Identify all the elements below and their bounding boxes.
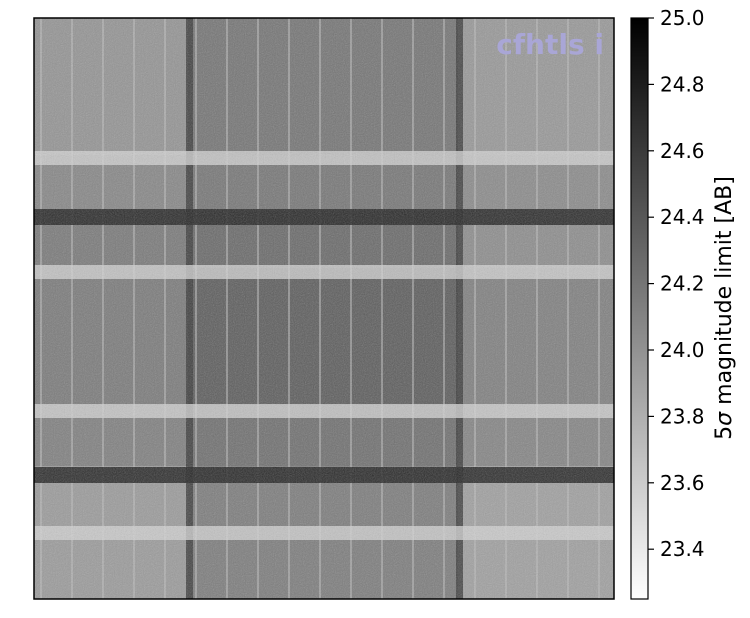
colorbar: 23.4 23.6 23.8 24.0 24.2 24.4 24.6 24.8 25.0 <box>630 6 705 600</box>
colorbar-label-suffix: magnitude limit [AB] <box>712 176 737 412</box>
colorbar-tick-label: 24.6 <box>660 139 705 163</box>
plot-frame <box>33 17 615 600</box>
colorbar-frame <box>630 17 649 600</box>
colorbar-ticks: 23.4 23.6 23.8 24.0 24.2 24.4 24.6 24.8 25.0 <box>648 6 705 561</box>
colorbar-tick-label: 24.8 <box>660 72 705 96</box>
colorbar-tick-label: 24.4 <box>660 205 705 229</box>
heatmap-area <box>34 18 614 599</box>
filter-annotation: cfhtls i <box>496 28 604 61</box>
colorbar-tick-label: 23.8 <box>660 404 705 428</box>
noise-overlay <box>34 18 614 599</box>
colorbar-label-prefix: 5 <box>712 426 737 440</box>
colorbar-tick-label: 24.2 <box>660 272 705 296</box>
colorbar-tick-label: 23.6 <box>660 471 705 495</box>
colorbar-tick-label: 24.0 <box>660 338 705 362</box>
colorbar-label: 5σ magnitude limit [AB] <box>712 176 737 440</box>
colorbar-gradient-bar <box>631 18 648 599</box>
colorbar-tick-label: 25.0 <box>660 6 705 30</box>
colorbar-tick-label: 23.4 <box>660 537 705 561</box>
colorbar-label-sigma: σ <box>712 411 737 426</box>
